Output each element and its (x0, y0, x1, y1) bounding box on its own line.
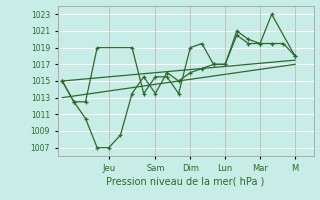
X-axis label: Pression niveau de la mer( hPa ): Pression niveau de la mer( hPa ) (107, 177, 265, 187)
